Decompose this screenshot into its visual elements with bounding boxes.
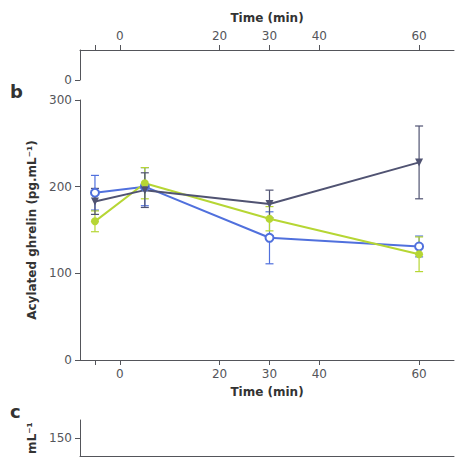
svg-text:0: 0 xyxy=(116,29,124,43)
svg-text:30: 30 xyxy=(262,29,277,43)
svg-text:60: 60 xyxy=(411,367,426,381)
svg-text:20: 20 xyxy=(212,29,227,43)
svg-text:0: 0 xyxy=(64,73,72,87)
svg-text:30: 30 xyxy=(262,367,277,381)
svg-text:40: 40 xyxy=(312,29,327,43)
svg-text:Acylated ghrelin (pg.mL⁻¹): Acylated ghrelin (pg.mL⁻¹) xyxy=(25,140,39,320)
svg-text:20: 20 xyxy=(212,367,227,381)
svg-text:mL⁻¹: mL⁻¹ xyxy=(25,422,39,454)
svg-text:Time (min): Time (min) xyxy=(230,385,303,399)
svg-text:c: c xyxy=(10,401,21,422)
svg-text:Time (min): Time (min) xyxy=(230,11,303,25)
svg-text:60: 60 xyxy=(411,29,426,43)
svg-text:150: 150 xyxy=(49,431,72,445)
svg-text:300: 300 xyxy=(49,93,72,107)
svg-text:0: 0 xyxy=(64,353,72,367)
svg-text:100: 100 xyxy=(49,266,72,280)
svg-text:200: 200 xyxy=(49,180,72,194)
svg-text:40: 40 xyxy=(312,367,327,381)
svg-text:b: b xyxy=(10,81,23,102)
svg-text:0: 0 xyxy=(116,367,124,381)
